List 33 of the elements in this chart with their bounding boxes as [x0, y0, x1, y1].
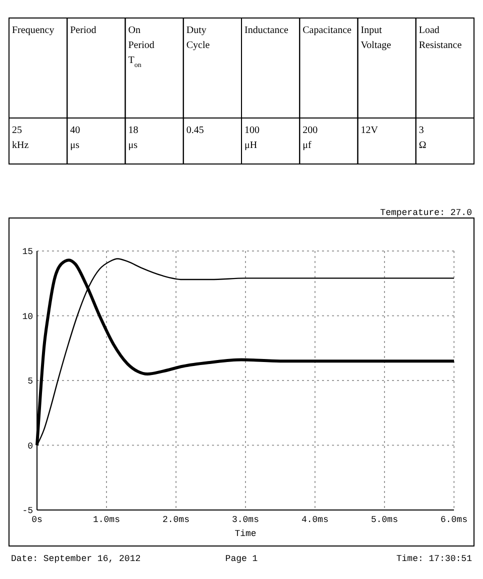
- x-tick-label: 0s: [32, 515, 42, 525]
- y-tick-label: -5: [22, 506, 33, 516]
- x-tick-label: 4.0ms: [301, 515, 329, 525]
- x-tick-label: 6.0ms: [440, 515, 468, 525]
- y-tick-label: 5: [28, 376, 33, 386]
- y-tick-label: 10: [22, 312, 33, 322]
- text: 100 μH: [244, 125, 260, 151]
- y-tick-label: 15: [22, 247, 33, 257]
- text: Date: September 16, 2012: [11, 554, 141, 564]
- text: Input Voltage: [360, 25, 392, 51]
- x-axis-title: Time: [234, 529, 256, 539]
- x-tick-label: 2.0ms: [162, 515, 190, 525]
- text: Period: [70, 25, 96, 36]
- text: 3 Ω: [418, 125, 426, 151]
- text: Load Resistance: [418, 25, 462, 51]
- y-tick-label: 0: [28, 441, 33, 452]
- text: 12V: [360, 125, 379, 136]
- text: Page 1: [225, 554, 258, 564]
- text: 0.45: [186, 125, 204, 136]
- text: Capacitance: [302, 25, 352, 36]
- text: 40 μs: [70, 125, 80, 151]
- x-tick-label: 3.0ms: [232, 515, 260, 525]
- text: Duty Cycle: [186, 25, 210, 51]
- text: On Period T$_{on}$: [128, 25, 154, 69]
- text: 200 μf: [302, 125, 318, 151]
- x-tick-label: 1.0ms: [92, 515, 120, 525]
- x-tick-label: 5.0ms: [370, 515, 398, 525]
- text: Inductance: [244, 25, 289, 36]
- text: 18 μs: [128, 125, 138, 151]
- text: Frequency: [12, 25, 54, 36]
- text: Temperature: 27.0: [380, 208, 472, 218]
- text: Time: 17:30:51: [396, 554, 472, 564]
- text: 25 kHz: [12, 125, 30, 151]
